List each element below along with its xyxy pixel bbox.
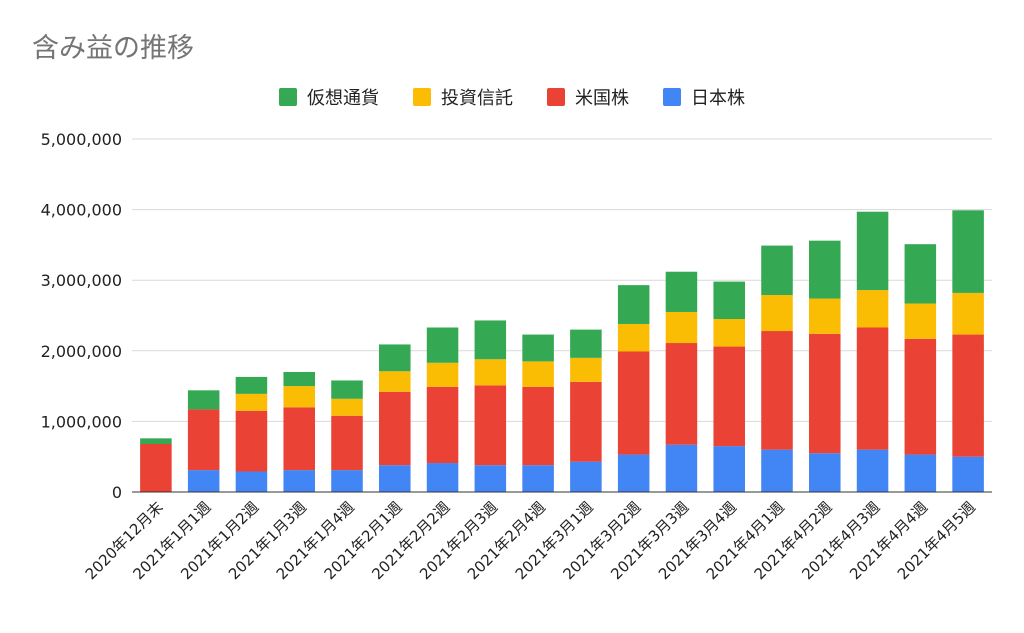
bar-segment <box>570 381 602 462</box>
bar-segment <box>904 338 937 455</box>
bar-segment <box>522 386 554 466</box>
bar-segment <box>713 446 745 492</box>
bar-segment <box>187 470 220 492</box>
y-tick-label: 0 <box>112 483 122 502</box>
bar-segment <box>331 380 363 399</box>
chart-title: 含み益の推移 <box>32 33 194 64</box>
bar-segment <box>426 463 459 492</box>
bar-segment <box>140 443 172 492</box>
legend-item: 投資信託 <box>413 84 513 110</box>
bar-segment <box>761 331 793 450</box>
bar-segment <box>570 461 602 492</box>
bar-segment <box>331 470 363 492</box>
bar-segment <box>379 371 411 392</box>
bar-segment <box>904 303 937 339</box>
bar-segment <box>235 471 268 492</box>
legend: 仮想通貨 投資信託 米国株 日本株 <box>0 84 1024 110</box>
legend-item: 米国株 <box>547 84 629 110</box>
bar-segment <box>283 407 315 471</box>
bar-segment <box>665 444 698 492</box>
bar-segment <box>283 386 315 408</box>
bar-segment <box>952 334 984 457</box>
legend-label: 仮想通貨 <box>307 88 379 109</box>
bar-segment <box>665 311 698 344</box>
bar-segment <box>761 295 793 332</box>
bar-segment <box>904 244 937 304</box>
bar-segment <box>426 327 459 363</box>
legend-swatch <box>663 88 681 106</box>
bar-segment <box>570 329 602 358</box>
legend-label: 米国株 <box>575 88 629 109</box>
bar-segment <box>809 453 841 492</box>
bar-segment <box>474 385 507 466</box>
bar-segment <box>283 371 315 387</box>
bar-segment <box>856 327 889 450</box>
bar-segment <box>522 334 554 362</box>
bar-segment <box>952 210 984 293</box>
bar-segment <box>952 292 984 335</box>
y-tick-label: 1,000,000 <box>41 412 122 431</box>
bar-segment <box>331 398 363 416</box>
bar-segment <box>426 386 459 464</box>
bar-segment <box>761 245 793 296</box>
bar-segment <box>140 438 172 444</box>
bar-segment <box>809 240 841 299</box>
legend-label: 投資信託 <box>441 88 513 109</box>
bar-segment <box>474 320 507 360</box>
legend-item: 日本株 <box>663 84 745 110</box>
bar-segment <box>952 456 984 492</box>
bar-segment <box>761 449 793 492</box>
bar-segment <box>331 415 363 471</box>
bar-segment <box>379 344 411 372</box>
bar-segment <box>904 454 937 492</box>
bar-segment <box>235 376 268 394</box>
legend-swatch <box>279 88 297 106</box>
y-tick-label: 2,000,000 <box>41 342 122 361</box>
legend-item: 仮想通貨 <box>279 84 379 110</box>
y-tick-label: 3,000,000 <box>41 271 122 290</box>
legend-label: 日本株 <box>691 88 745 109</box>
y-tick-label: 5,000,000 <box>41 130 122 149</box>
bar-segment <box>713 346 745 447</box>
bar-segment <box>187 409 220 471</box>
bar-segment <box>522 361 554 387</box>
legend-swatch <box>413 88 431 106</box>
bar-segment <box>856 449 889 492</box>
bar-segment <box>570 357 602 382</box>
bar-segment <box>235 410 268 472</box>
bar-segment <box>379 465 411 492</box>
bar-segment <box>617 323 650 352</box>
bar-segment <box>809 298 841 334</box>
bar-segment <box>426 362 459 387</box>
axes: 0 1,000,000 2,000,000 3,000,000 4,000,000 5,0… <box>41 130 992 583</box>
bar-segment <box>665 343 698 445</box>
bar-segment <box>665 271 698 312</box>
bar-segment <box>235 393 268 411</box>
bar-segment <box>617 285 650 324</box>
bar-segment <box>474 359 507 386</box>
bar-segment <box>713 281 745 320</box>
bars <box>140 210 984 492</box>
bar-segment <box>283 470 315 492</box>
bar-segment <box>474 465 507 492</box>
legend-swatch <box>547 88 565 106</box>
bar-segment <box>713 319 745 347</box>
bar-segment <box>617 454 650 492</box>
bar-segment <box>809 333 841 454</box>
bar-segment <box>856 211 889 291</box>
bar-segment <box>522 465 554 492</box>
gridlines <box>132 138 992 422</box>
bar-segment <box>617 351 650 455</box>
bar-segment <box>187 390 220 410</box>
bar-segment <box>856 290 889 328</box>
bar-segment <box>379 391 411 466</box>
y-tick-label: 4,000,000 <box>41 201 122 220</box>
